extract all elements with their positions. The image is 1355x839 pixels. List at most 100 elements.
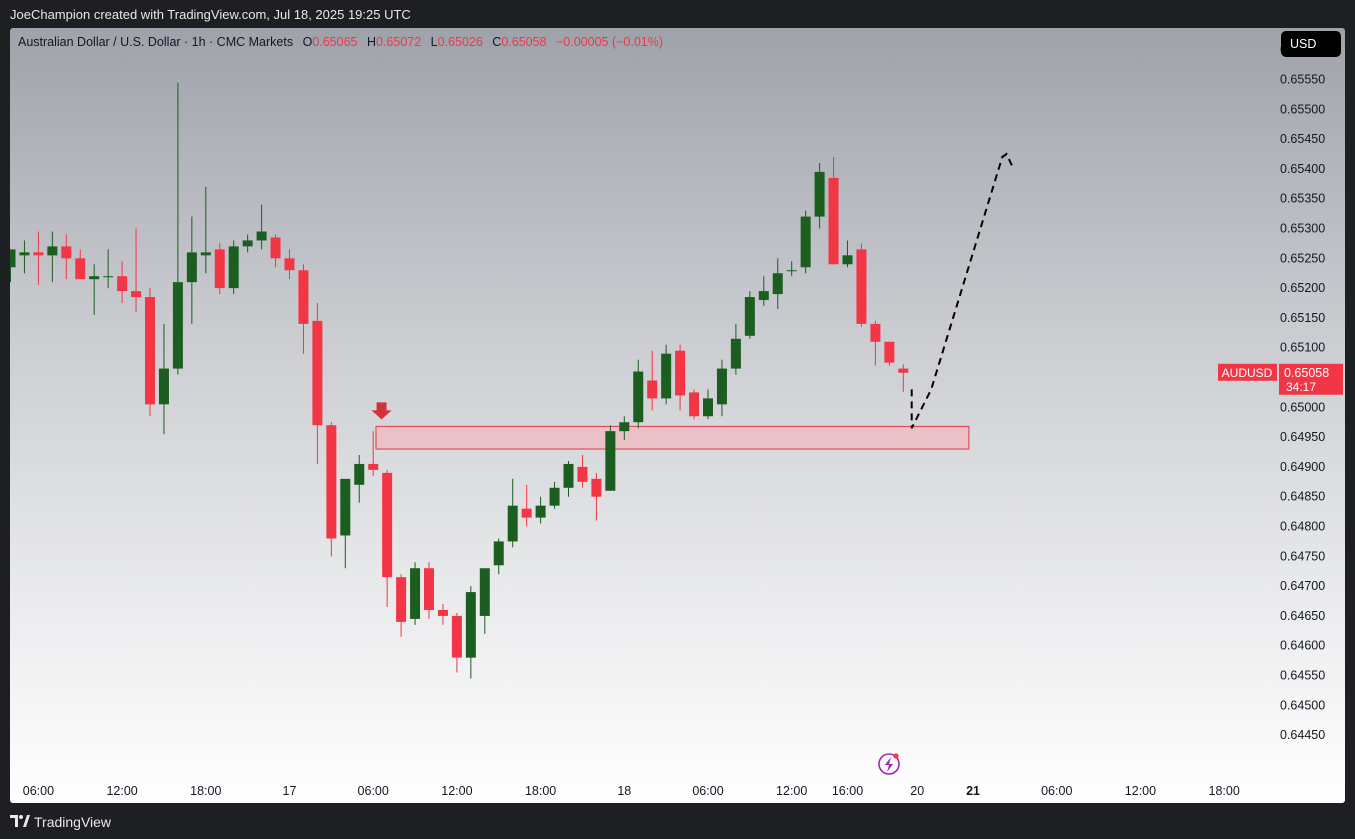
candle-body	[451, 615, 462, 658]
down-arrow-marker	[371, 402, 392, 420]
lightning-icon-bolt	[885, 757, 893, 772]
x-axis-tick-label: 20	[910, 784, 924, 798]
candle-body	[228, 246, 239, 289]
candle-body	[898, 368, 909, 373]
y-axis-tick-label: 0.65200	[1280, 281, 1325, 295]
candle-body	[382, 472, 393, 578]
candle-body	[172, 282, 183, 369]
candle-body	[242, 240, 253, 247]
candle-body	[117, 276, 128, 292]
currency-button[interactable]: USD	[1281, 31, 1341, 57]
chart-panel[interactable]: 0.656000.655500.655000.654500.654000.653…	[10, 28, 1345, 803]
y-axis-tick-label: 0.64850	[1280, 490, 1325, 504]
candle-body	[493, 541, 504, 566]
candle-body	[716, 368, 727, 405]
symbol-tag-text: AUDUSD	[1222, 366, 1273, 380]
candle-body	[884, 341, 895, 363]
y-axis-tick-label: 0.65350	[1280, 192, 1325, 206]
candle-body	[758, 291, 769, 301]
symbol-name: Australian Dollar / U.S. Dollar · 1h · C…	[18, 35, 294, 49]
candle-body	[354, 463, 365, 485]
candle-body	[326, 425, 337, 539]
open-value: 0.65065	[312, 35, 358, 49]
candle-body	[270, 237, 281, 259]
candle-body	[661, 353, 672, 399]
candle-body	[814, 171, 825, 217]
candle-body	[437, 609, 448, 616]
chart-canvas[interactable]: 0.656000.655500.655000.654500.654000.653…	[10, 28, 1345, 803]
x-axis-tick-label: 17	[283, 784, 297, 798]
candle-body	[591, 478, 602, 497]
candle-body	[312, 320, 323, 426]
lightning-icon	[878, 753, 900, 775]
tradingview-logo-icon	[10, 815, 30, 827]
y-axis-tick-label: 0.65500	[1280, 102, 1325, 116]
candle-body	[89, 276, 100, 280]
notification-dot	[893, 753, 899, 759]
x-axis-tick-label: 06:00	[358, 784, 389, 798]
candle-body	[186, 252, 197, 283]
low-label: L	[430, 35, 438, 49]
y-axis-tick-label: 0.64950	[1280, 430, 1325, 444]
candle-body	[368, 463, 379, 470]
candle-body	[842, 255, 853, 265]
close-label: C	[492, 35, 502, 49]
candle-body	[800, 216, 811, 268]
y-axis-tick-label: 0.64800	[1280, 520, 1325, 534]
candle-body	[870, 323, 881, 342]
y-axis-tick-label: 0.64500	[1280, 698, 1325, 712]
candle-body	[856, 249, 867, 324]
candle-body	[214, 249, 225, 289]
change-value: −0.00005 (−0.01%)	[556, 35, 664, 49]
lightning-icon-ring	[878, 753, 900, 775]
y-axis-tick-label: 0.65000	[1280, 400, 1325, 414]
y-axis-tick-label: 0.65300	[1280, 222, 1325, 236]
candle-body	[200, 252, 211, 256]
candle-body	[689, 392, 700, 417]
price-tag	[1279, 363, 1343, 395]
attribution-bar: JoeChampion created with TradingView.com…	[0, 0, 1355, 28]
candle-body	[521, 508, 532, 518]
y-axis-tick-label: 0.65550	[1280, 73, 1325, 87]
candle-body	[424, 568, 434, 610]
x-axis-tick-label: 12:00	[106, 784, 137, 798]
close-value: 0.65058	[501, 35, 547, 49]
candle-body	[131, 291, 142, 298]
candle-body	[647, 380, 658, 399]
candle-body	[633, 371, 644, 423]
price-tag-value: 0.65058	[1284, 366, 1329, 380]
x-axis-tick-label: 06:00	[692, 784, 723, 798]
low-value: 0.65026	[437, 35, 483, 49]
candle-body	[563, 463, 574, 488]
candle-body	[675, 350, 686, 396]
x-axis-tick-label: 12:00	[441, 784, 472, 798]
candle-body	[256, 231, 267, 241]
candle-body	[47, 246, 58, 256]
x-axis-tick-label: 18:00	[190, 784, 221, 798]
x-axis-tick-label: 16:00	[832, 784, 863, 798]
y-axis-tick-label: 0.65450	[1280, 132, 1325, 146]
symbol-legend: Australian Dollar / U.S. Dollar · 1h · C…	[18, 35, 663, 49]
tradingview-brand: TradingView	[34, 814, 112, 830]
x-axis-tick-label: 21	[966, 784, 980, 798]
candle-body	[10, 249, 16, 268]
y-axis-tick-label: 0.65100	[1280, 341, 1325, 355]
y-axis-tick-label: 0.64550	[1280, 669, 1325, 683]
candle-body	[284, 258, 295, 271]
price-tag-countdown: 34:17	[1286, 380, 1316, 394]
footer-bar: TradingView	[0, 803, 1355, 839]
candle-body	[396, 577, 407, 622]
candle-body	[33, 252, 44, 256]
candle-body	[507, 505, 518, 542]
candle-body	[61, 246, 72, 259]
candle-body	[158, 368, 169, 405]
high-value: 0.65072	[376, 35, 422, 49]
candle-body	[410, 568, 421, 619]
attribution-text: JoeChampion created with TradingView.com…	[10, 7, 411, 22]
y-axis-tick-label: 0.64700	[1280, 579, 1325, 593]
candle-body	[605, 431, 616, 491]
y-axis-tick-label: 0.65250	[1280, 251, 1325, 265]
candle-body	[786, 270, 797, 272]
candle-body	[549, 487, 560, 506]
projection-dashed-path	[910, 152, 1014, 429]
